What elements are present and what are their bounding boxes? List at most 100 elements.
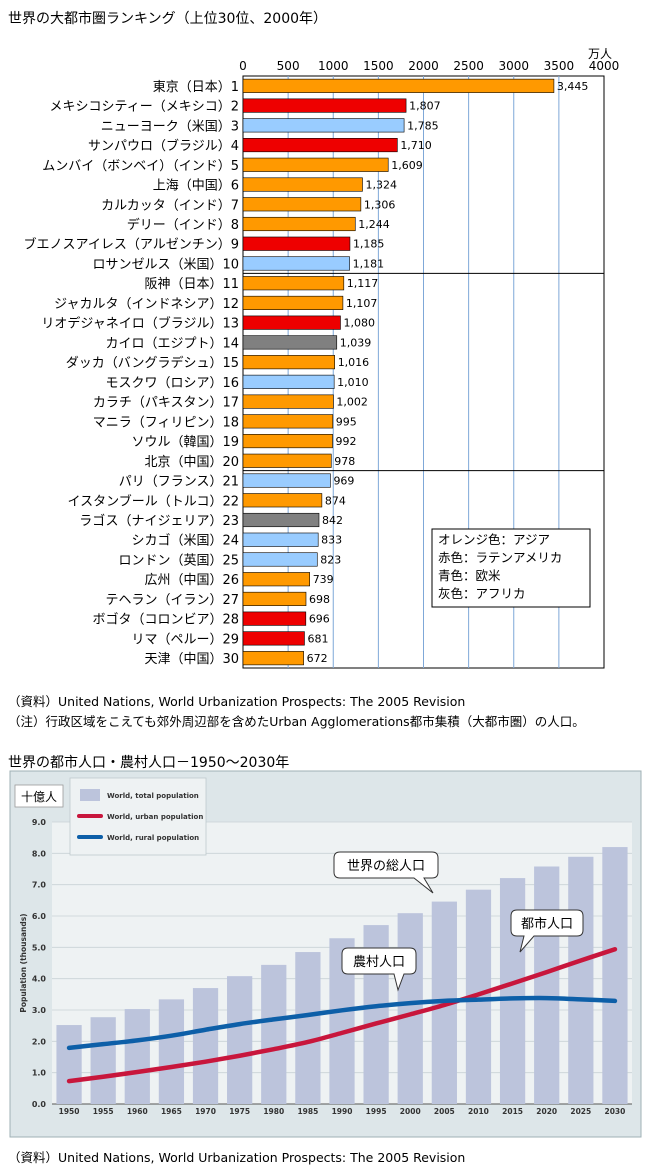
value-label: 739 xyxy=(313,573,334,586)
x-tick-label: 1980 xyxy=(263,1107,284,1116)
value-label: 978 xyxy=(334,455,355,468)
x-tick-label: 2500 xyxy=(453,59,484,73)
bar xyxy=(242,434,333,449)
category-label: ニューヨーク（米国）3 xyxy=(101,119,239,134)
category-label: メキシコシティー（メキシコ）2 xyxy=(50,100,240,115)
rural-population-line xyxy=(66,995,618,1051)
total-population-bar xyxy=(397,913,423,1104)
bar xyxy=(242,552,318,567)
legend-entry-rural: World, rural population xyxy=(107,834,199,842)
x-tick-label: 2010 xyxy=(468,1107,489,1116)
chart2-source: （資料）United Nations, World Urbanization P… xyxy=(8,1150,466,1165)
value-label: 833 xyxy=(321,534,342,547)
category-label: カルカッタ（インド）7 xyxy=(101,198,239,213)
value-label: 698 xyxy=(309,593,330,606)
bar xyxy=(242,572,310,587)
callout-label: 世界の総人口 xyxy=(347,859,425,874)
bar xyxy=(242,138,398,153)
total-population-bar xyxy=(158,999,185,1104)
total-population-bar xyxy=(90,1017,116,1104)
chart1-note: （注）行政区域をこえても郊外周辺部を含めたUrban Agglomeration… xyxy=(8,714,585,729)
category-label: ムンバイ（ボンベイ）（インド）5 xyxy=(42,159,239,174)
callout-bubble xyxy=(510,909,584,953)
bar xyxy=(242,532,319,547)
category-label: シカゴ（米国）24 xyxy=(131,533,239,549)
category-label: リマ（ペルー）29 xyxy=(131,632,239,647)
total-population-bar xyxy=(602,847,628,1104)
y-tick-label: 9.0 xyxy=(32,818,47,827)
category-label: イスタンブール（トルコ）22 xyxy=(67,493,239,509)
x-tick-label: 2000 xyxy=(400,1107,421,1116)
value-label: 1,010 xyxy=(337,376,369,389)
category-label: ジャカルタ（インドネシア）12 xyxy=(54,297,239,312)
bar xyxy=(242,631,305,646)
total-population-bar xyxy=(124,1009,150,1104)
callout-label: 農村人口 xyxy=(353,955,405,970)
x-tick-label: 4000 xyxy=(589,59,620,73)
value-label: 681 xyxy=(307,632,328,645)
x-tick-label: 1985 xyxy=(297,1107,318,1116)
y-tick-label: 1.0 xyxy=(32,1069,47,1078)
x-tick-label: 1990 xyxy=(332,1107,353,1116)
category-label: 阪神（日本）11 xyxy=(144,277,239,292)
legend-box xyxy=(431,528,591,608)
x-tick-label: 2030 xyxy=(605,1107,626,1116)
bar xyxy=(242,493,323,508)
value-label: 1,306 xyxy=(364,198,396,211)
y-tick-label: 4.0 xyxy=(32,975,47,984)
total-population-bar xyxy=(56,1025,82,1104)
bar xyxy=(242,157,389,172)
x-tick-label: 1000 xyxy=(318,59,349,73)
value-label: 1,609 xyxy=(391,159,423,172)
category-label: 広州（中国）26 xyxy=(144,573,239,588)
bar xyxy=(242,651,304,666)
callout-bubble xyxy=(333,851,439,894)
x-tick-label: 1965 xyxy=(161,1107,182,1116)
category-label: サンパウロ（ブラジル）4 xyxy=(88,138,239,154)
category-label: 北京（中国）20 xyxy=(144,455,239,470)
value-label: 1,080 xyxy=(343,317,375,330)
value-label: 696 xyxy=(309,613,330,626)
x-tick-label: 2000 xyxy=(408,59,439,73)
x-tick-label: 0 xyxy=(239,59,247,73)
bar xyxy=(242,591,307,606)
bar xyxy=(242,374,335,389)
legend-entry: 灰色：アフリカ xyxy=(438,586,526,601)
total-population-bar xyxy=(534,866,560,1104)
bar xyxy=(242,512,320,528)
category-label: ソウル（韓国）19 xyxy=(131,435,239,450)
value-label: 992 xyxy=(336,435,357,448)
category-label: デリー（インド）8 xyxy=(127,217,239,233)
y-tick-label: 0.0 xyxy=(32,1100,47,1109)
value-label: 1,117 xyxy=(347,277,379,290)
value-label: 874 xyxy=(325,494,346,507)
value-label: 823 xyxy=(320,553,341,566)
category-label: ダッカ（バングラデシュ）15 xyxy=(66,355,239,371)
total-population-bar xyxy=(261,964,287,1104)
y-tick-label: 7.0 xyxy=(32,881,47,890)
x-unit-label: 万人 xyxy=(588,47,612,61)
category-label: パリ（フランス）21 xyxy=(119,475,239,490)
y-axis-label: Population (thousands) xyxy=(19,913,28,1012)
chart1-title: 世界の大都市圏ランキング（上位30位、2000年） xyxy=(8,11,328,27)
x-tick-label: 1955 xyxy=(93,1107,114,1116)
legend-swatch-total xyxy=(80,789,100,801)
bar xyxy=(242,98,407,113)
bar xyxy=(242,414,334,429)
value-label: 1,016 xyxy=(338,356,370,369)
x-tick-label: 2020 xyxy=(536,1107,557,1116)
total-population-bar xyxy=(192,988,219,1104)
bar xyxy=(242,216,356,232)
category-label: ロサンゼルス（米国）10 xyxy=(92,257,239,272)
bar xyxy=(242,78,555,93)
bar xyxy=(242,315,341,330)
x-tick-label: 1995 xyxy=(366,1107,387,1116)
value-label: 1,244 xyxy=(358,218,390,231)
x-tick-label: 1960 xyxy=(127,1107,148,1116)
value-label: 995 xyxy=(336,415,357,428)
bar xyxy=(242,611,307,626)
value-label: 969 xyxy=(333,475,354,488)
bar xyxy=(242,236,351,251)
category-label: 東京（日本）1 xyxy=(153,79,239,95)
value-label: 1,807 xyxy=(409,100,441,113)
